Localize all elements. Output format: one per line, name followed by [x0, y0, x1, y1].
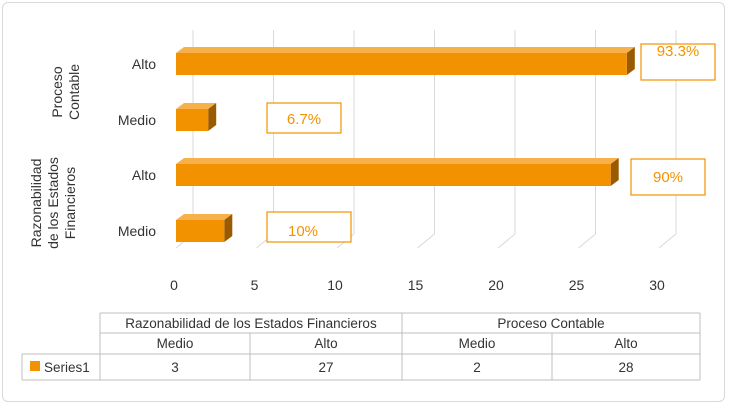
bar-side [626, 47, 635, 75]
gridline-floor [417, 233, 435, 249]
group-label-proceso-contable: ProcesoContable [49, 64, 82, 120]
table-value: 27 [318, 360, 333, 375]
bar [176, 109, 209, 131]
data-label: 6.7% [287, 111, 321, 128]
y-category-label: Alto [132, 167, 156, 183]
table-value: 3 [171, 360, 179, 375]
legend-swatch [30, 361, 40, 371]
table-group-header: Razonabilidad de los Estados Financieros [125, 316, 377, 331]
bar-side [610, 158, 619, 186]
bar-top [176, 103, 217, 109]
table-category-header: Alto [614, 336, 637, 351]
x-tick-label: 30 [649, 277, 665, 293]
table-group-header: Proceso Contable [497, 316, 604, 331]
bar-side [224, 214, 233, 242]
legend-label: Series1 [44, 360, 90, 375]
bar [176, 53, 627, 75]
table-value: 2 [473, 360, 481, 375]
x-tick-label: 5 [251, 277, 259, 293]
data-label-box [640, 43, 716, 81]
x-tick-label: 0 [170, 277, 178, 293]
x-tick-label: 25 [569, 277, 585, 293]
data-label: 93.3% [657, 43, 700, 60]
bar-top [176, 158, 619, 164]
table-value: 28 [618, 360, 633, 375]
group-label-razonabilidad: Razonabilidadde los EstadosFinancieros [28, 157, 78, 249]
bar-top [176, 47, 635, 53]
y-category-label: Medio [118, 112, 156, 128]
data-label-box [630, 158, 706, 196]
x-tick-label: 10 [327, 277, 343, 293]
table-category-header: Medio [157, 336, 194, 351]
data-label-box [266, 102, 342, 134]
data-label: 10% [288, 223, 318, 240]
bar-top [176, 214, 233, 220]
gridline-floor [578, 233, 596, 249]
table-category-header: Medio [459, 336, 496, 351]
data-label: 90% [653, 169, 683, 186]
bar [176, 164, 611, 186]
gridline-floor [497, 233, 516, 249]
x-tick-label: 15 [408, 277, 424, 293]
data-label-box [266, 211, 352, 243]
gridline-floor [658, 233, 677, 249]
bar [176, 220, 225, 242]
table-category-header: Alto [314, 336, 337, 351]
y-category-label: Medio [118, 223, 156, 239]
bar-side [208, 103, 217, 131]
x-tick-label: 20 [488, 277, 504, 293]
y-category-label: Alto [132, 56, 156, 72]
